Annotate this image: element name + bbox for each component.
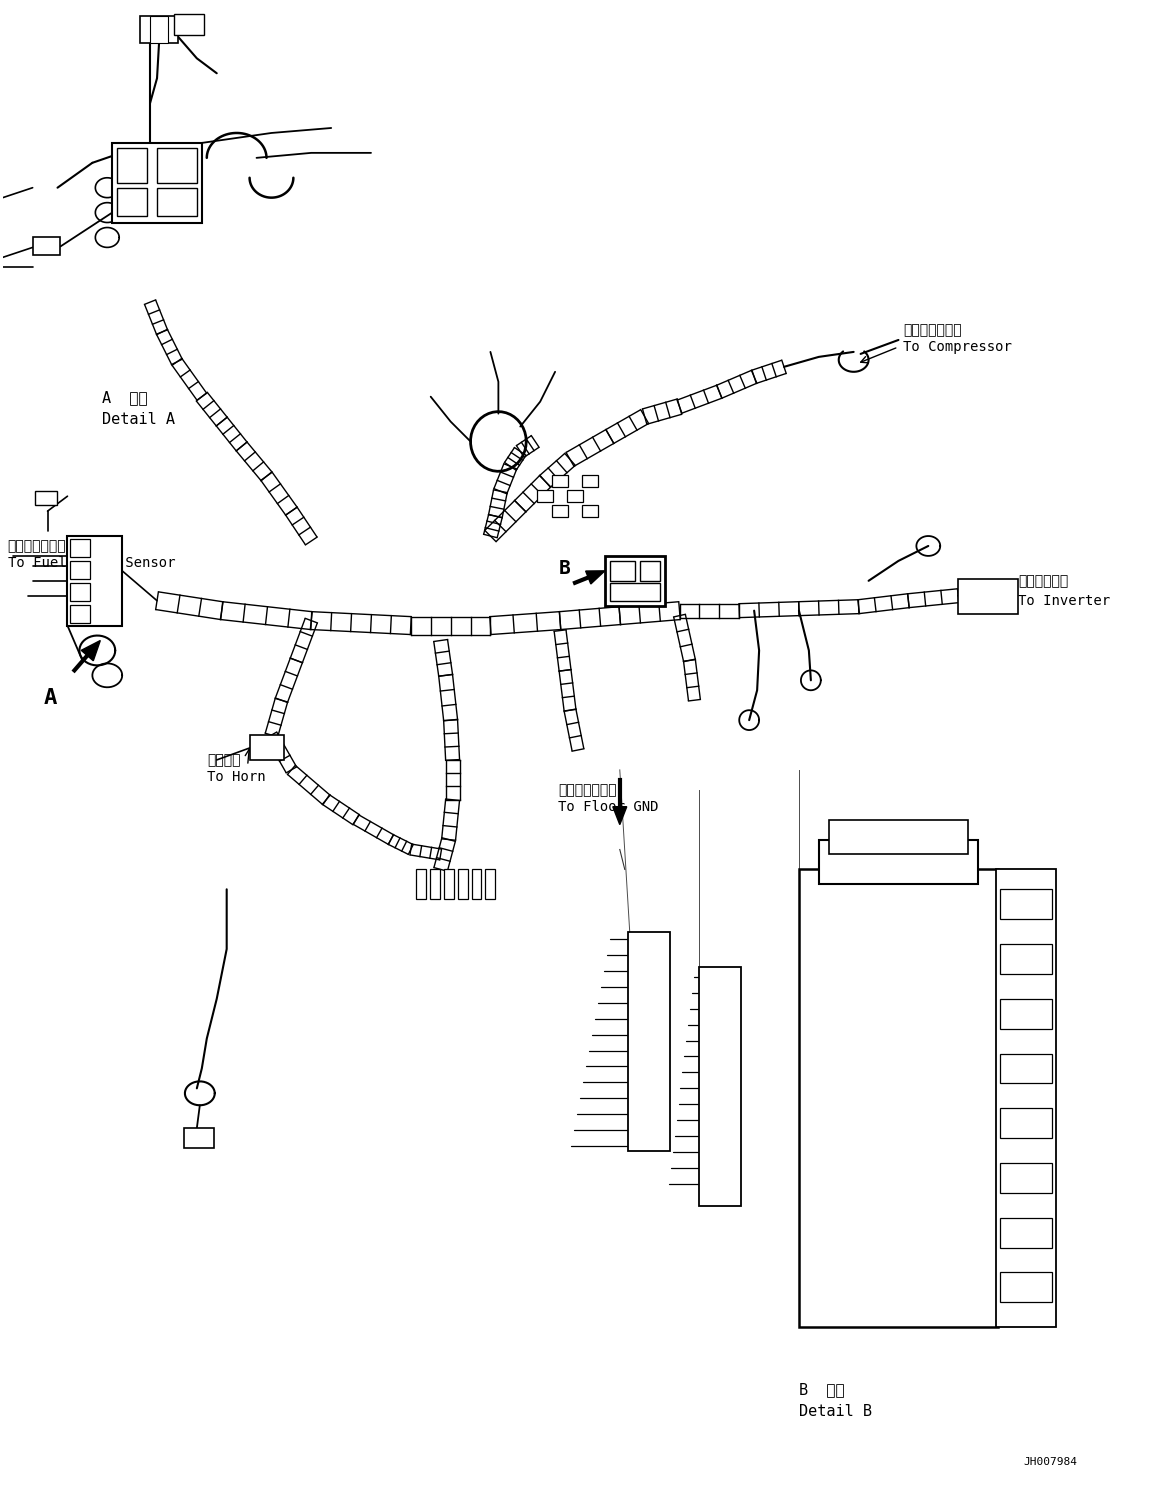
- Bar: [70, 540, 90, 558]
- Bar: [112, 143, 202, 222]
- Bar: [640, 561, 660, 581]
- Bar: [799, 869, 998, 1327]
- Bar: [416, 869, 425, 899]
- Bar: [1000, 1054, 1052, 1084]
- Bar: [458, 869, 467, 899]
- Bar: [472, 869, 482, 899]
- Bar: [249, 735, 285, 760]
- Bar: [1000, 1218, 1052, 1248]
- Bar: [150, 15, 168, 43]
- Bar: [829, 820, 969, 854]
- Bar: [605, 556, 664, 605]
- Polygon shape: [613, 807, 627, 825]
- Bar: [610, 561, 634, 581]
- Bar: [567, 491, 583, 502]
- Bar: [118, 148, 148, 183]
- Text: B  詳細: B 詳細: [799, 1382, 844, 1397]
- Text: A: A: [44, 689, 58, 708]
- Bar: [157, 188, 197, 216]
- Bar: [537, 491, 553, 502]
- Bar: [157, 148, 197, 183]
- Bar: [183, 1129, 213, 1148]
- Text: Detail A: Detail A: [103, 412, 175, 426]
- Polygon shape: [81, 641, 100, 661]
- Text: B: B: [558, 559, 570, 579]
- Bar: [552, 505, 568, 517]
- Bar: [582, 505, 598, 517]
- Bar: [485, 869, 496, 899]
- Bar: [958, 579, 1018, 614]
- Bar: [610, 583, 660, 601]
- Text: 燃料レベルセンサへ: 燃料レベルセンサへ: [8, 538, 83, 553]
- Text: コンプレッサへ: コンプレッサへ: [904, 324, 962, 337]
- Text: A  詳細: A 詳細: [103, 389, 148, 404]
- Bar: [35, 491, 56, 505]
- Text: インバータへ: インバータへ: [1018, 574, 1068, 587]
- Text: Detail B: Detail B: [799, 1405, 872, 1419]
- Text: To Horn: To Horn: [206, 769, 265, 784]
- Bar: [582, 476, 598, 488]
- Bar: [70, 583, 90, 601]
- Bar: [700, 968, 741, 1206]
- Bar: [444, 869, 453, 899]
- Bar: [1000, 1163, 1052, 1193]
- Bar: [32, 237, 60, 255]
- Bar: [70, 561, 90, 579]
- Bar: [1000, 1272, 1052, 1302]
- Bar: [141, 15, 178, 43]
- Bar: [1000, 1108, 1052, 1138]
- Bar: [118, 188, 148, 216]
- Polygon shape: [586, 571, 605, 584]
- Text: To Inverter: To Inverter: [1018, 593, 1110, 608]
- Bar: [1000, 889, 1052, 918]
- Text: To Fuel Level Sensor: To Fuel Level Sensor: [8, 556, 175, 570]
- Bar: [627, 932, 670, 1151]
- Bar: [996, 869, 1056, 1327]
- Bar: [68, 535, 122, 626]
- Bar: [552, 476, 568, 488]
- Bar: [430, 869, 439, 899]
- Text: JH007984: JH007984: [1024, 1457, 1078, 1467]
- Bar: [70, 605, 90, 623]
- Bar: [1000, 944, 1052, 974]
- Text: フロアアースへ: フロアアースへ: [558, 783, 617, 796]
- Text: ホーンへ: ホーンへ: [206, 753, 240, 766]
- Bar: [174, 13, 204, 36]
- Text: To Floor GND: To Floor GND: [558, 799, 658, 814]
- Bar: [1000, 999, 1052, 1029]
- Bar: [819, 839, 978, 884]
- Text: To Compressor: To Compressor: [904, 340, 1012, 353]
